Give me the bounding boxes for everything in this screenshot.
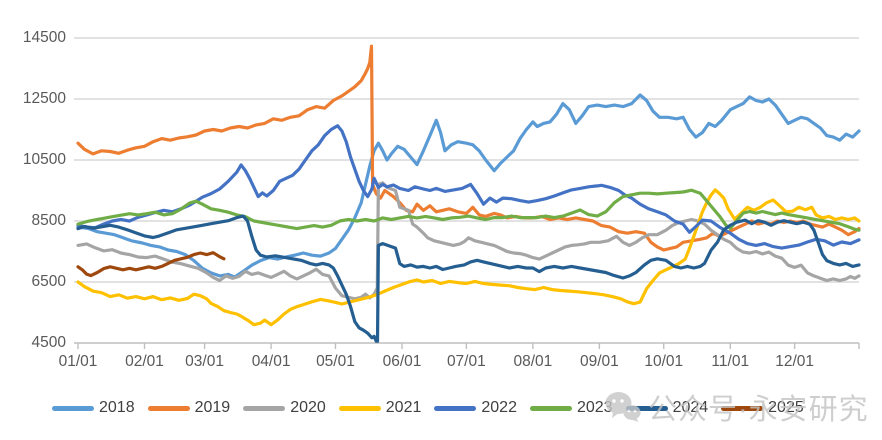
series-line-2024 [76,214,861,343]
chart-legend: 2018 2019 2020 2021 2022 2023 2024 2025 [52,399,804,417]
x-axis-tick-label: 03/01 [185,353,224,370]
series-line-2019 [76,44,861,252]
y-axis-tick-label: 8500 [31,212,66,229]
x-axis-tick-label: 08/01 [513,353,553,370]
series-line-2018 [76,93,861,279]
y-axis-tick-label: 4500 [31,334,66,351]
x-axis-tick-label: 12/01 [775,353,815,370]
legend-item-2021: 2021 [338,399,422,417]
legend-swatch-2018 [52,405,94,411]
legend-item-2024: 2024 [625,399,709,417]
legend-label-2025: 2025 [768,399,804,416]
legend-item-2018: 2018 [52,399,135,417]
x-axis-tick-label: 11/01 [711,353,750,370]
y-axis-tick-label: 12500 [22,90,66,107]
series-line-2020 [76,181,861,301]
legend-item-2023: 2023 [529,399,613,417]
x-axis-tick-label: 01/01 [58,353,98,370]
series-line-2021 [76,188,861,327]
legend-swatch-2024 [625,405,668,411]
legend-swatch-2020 [243,405,286,411]
y-axis-tick-label: 10500 [22,151,66,168]
series-line-2023 [76,188,861,232]
x-axis-tick-label: 04/01 [251,353,291,370]
x-axis-tick-label: 09/01 [579,353,619,370]
x-axis-tick-label: 10/01 [644,353,684,370]
legend-item-2020: 2020 [243,399,326,417]
legend-swatch-2025 [721,405,764,411]
legend-label-2021: 2021 [385,399,422,416]
legend-swatch-2021 [338,405,381,411]
series-line-2025 [76,251,226,278]
legend-label-2023: 2023 [576,399,613,416]
legend-swatch-2019 [147,405,190,411]
x-axis-tick-label: 07/01 [446,353,486,370]
legend-label-2018: 2018 [99,399,135,416]
x-axis-tick-label: 06/01 [382,353,422,370]
legend-label-2020: 2020 [290,399,326,416]
legend-swatch-2023 [529,405,572,411]
legend-item-2025: 2025 [721,399,804,417]
legend-label-2022: 2022 [481,399,517,416]
x-axis-tick-label: 05/01 [316,353,355,370]
legend-item-2019: 2019 [147,399,231,417]
x-axis-tick-label: 02/01 [125,353,164,370]
y-axis-tick-label: 6500 [31,273,66,290]
series-line-2022 [76,124,861,250]
legend-swatch-2022 [434,405,477,411]
legend-label-2019: 2019 [194,399,231,416]
legend-item-2022: 2022 [434,399,517,417]
y-axis-tick-label: 14500 [22,29,66,46]
legend-label-2024: 2024 [672,399,709,416]
